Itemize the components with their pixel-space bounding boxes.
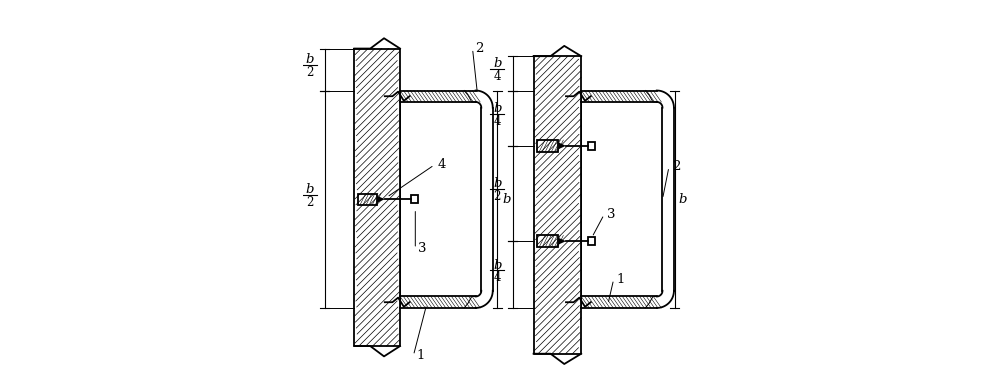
Text: 3: 3	[418, 242, 426, 255]
Text: b: b	[493, 178, 501, 190]
Text: b: b	[493, 259, 501, 272]
Bar	[588, 142, 595, 150]
Bar	[536, 140, 558, 152]
Bar	[536, 235, 558, 247]
Text: 2: 2	[306, 66, 313, 79]
Text: 1: 1	[616, 273, 624, 286]
Text: b: b	[678, 193, 686, 206]
Text: b: b	[502, 193, 511, 206]
Text: 3: 3	[606, 208, 615, 221]
Text: b: b	[493, 57, 501, 70]
Text: 1: 1	[416, 349, 424, 362]
Text: 2: 2	[475, 42, 483, 55]
Text: b: b	[305, 53, 314, 67]
Text: 4: 4	[493, 271, 501, 284]
Polygon shape	[558, 238, 565, 245]
Bar	[358, 194, 377, 205]
Bar	[411, 195, 418, 204]
Text: 4: 4	[493, 70, 501, 83]
Text: 4: 4	[437, 158, 446, 171]
Bar	[588, 237, 595, 245]
Text: 4: 4	[493, 115, 501, 128]
Polygon shape	[558, 142, 565, 149]
Text: 2: 2	[493, 190, 501, 203]
Text: 2: 2	[671, 160, 679, 173]
Text: b: b	[305, 183, 314, 196]
Text: b: b	[493, 102, 501, 115]
Polygon shape	[377, 196, 385, 203]
Text: 2: 2	[306, 196, 313, 209]
